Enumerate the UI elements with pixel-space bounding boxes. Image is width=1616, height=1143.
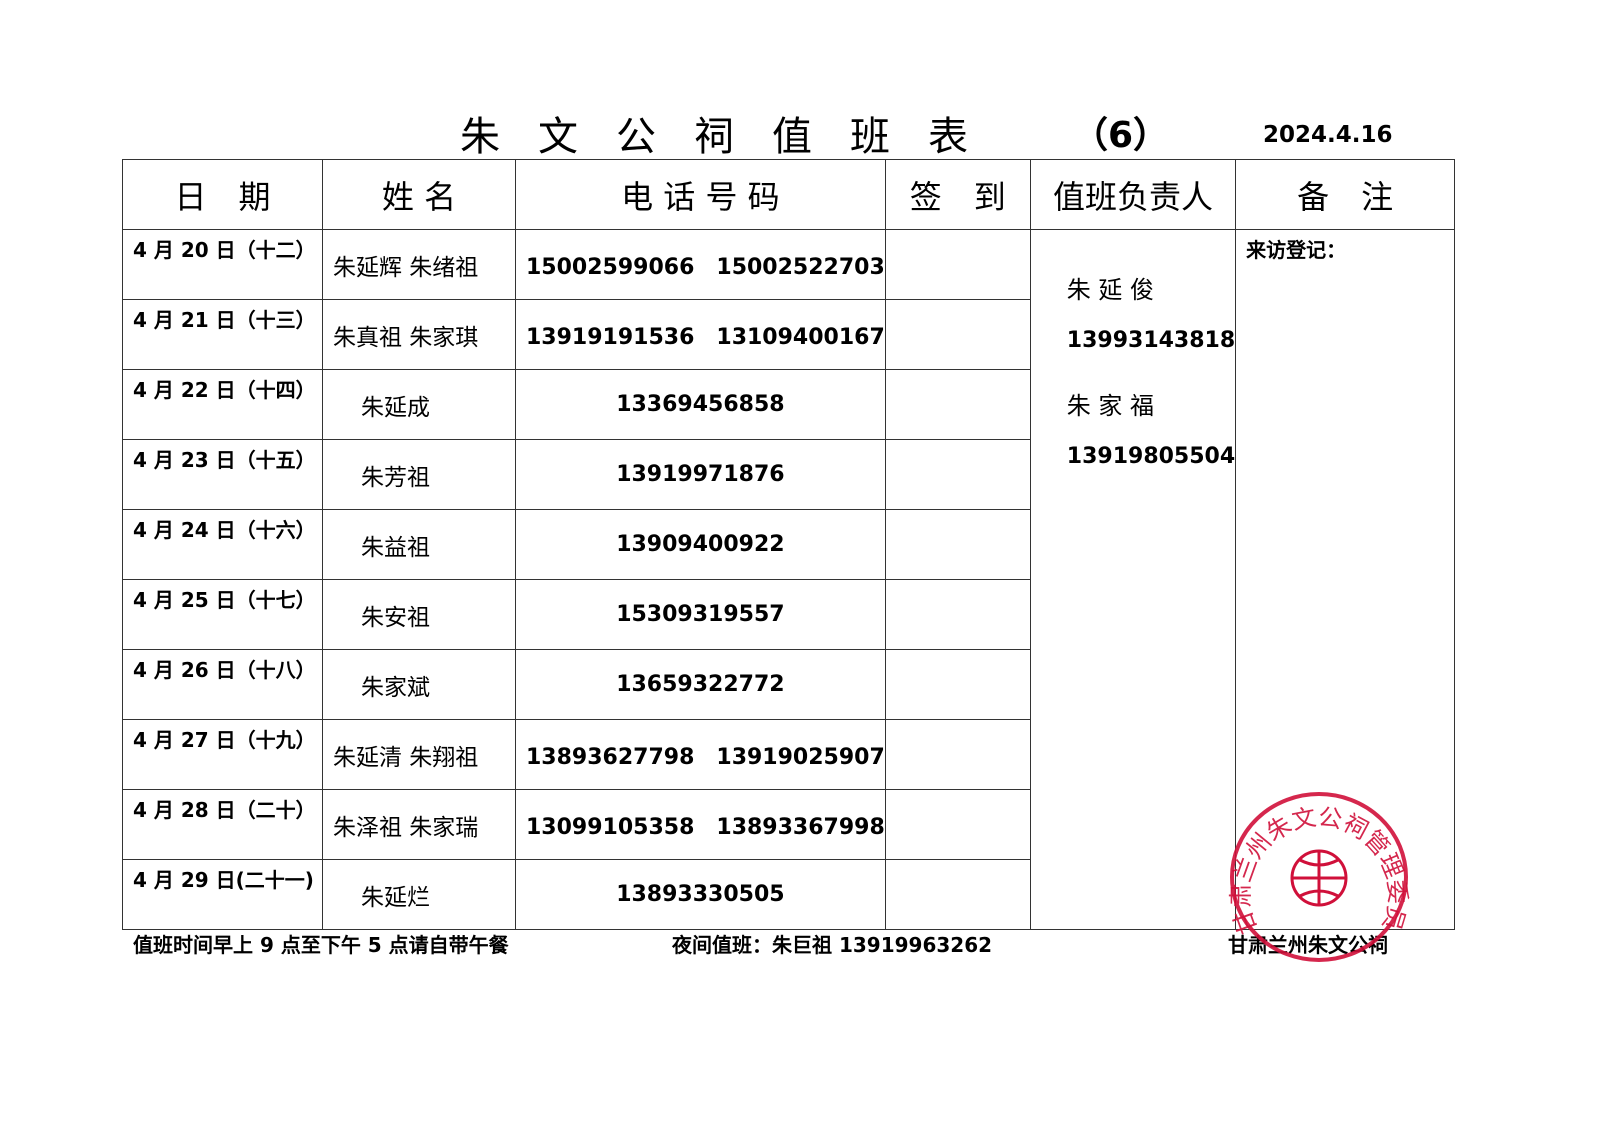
row-names: 朱泽祖 朱家瑞	[322, 789, 516, 860]
table-row: 4 月 24 日（十六） 朱益祖 13909400922	[122, 509, 1455, 580]
row-phones: 13909400922	[515, 509, 886, 580]
row-sign-cell[interactable]	[884, 719, 1031, 790]
row-phones: 13369456858	[515, 369, 886, 440]
row-date: 4 月 26 日（十八）	[122, 649, 323, 720]
notes-cell: 来访登记：	[1235, 229, 1456, 930]
header-notes: 备 注	[1235, 159, 1456, 230]
row-phones: 13919191536 13109400167	[515, 299, 886, 370]
row-date: 4 月 21 日（十三）	[122, 299, 323, 370]
row-phones: 13893330505	[515, 859, 886, 930]
table-row: 4 月 20 日（十二） 朱延辉 朱绪祖 15002599066 1500252…	[122, 229, 1456, 930]
header-phone: 电 话 号 码	[515, 159, 886, 230]
row-sign-cell[interactable]	[884, 789, 1031, 860]
seal-stamp: 甘肃兰州朱文公祠管理委员会	[1228, 790, 1410, 962]
footer-org: 甘肃兰州朱文公祠	[1228, 933, 1388, 957]
row-phones: 15309319557	[515, 579, 886, 650]
header-sign: 签 到	[884, 159, 1031, 230]
duty-lead-phone: 13919805504	[1066, 444, 1236, 469]
footer-night-duty: 夜间值班：朱巨祖 13919963262	[672, 933, 993, 957]
row-sign-cell[interactable]	[884, 229, 1031, 300]
row-names: 朱延成	[322, 369, 516, 440]
header-duty-lead: 值班负责人	[1029, 159, 1237, 230]
row-names: 朱益祖	[322, 509, 516, 580]
duty-lead-name: 朱 延 俊	[1066, 276, 1155, 304]
row-date: 4 月 29 日(二十一)	[122, 859, 323, 930]
table-row: 4 月 27 日（十九） 朱延清 朱翔祖 13893627798 1391902…	[122, 719, 1455, 790]
row-names: 朱延清 朱翔祖	[322, 719, 516, 790]
row-sign-cell[interactable]	[884, 509, 1031, 580]
row-date: 4 月 27 日（十九）	[122, 719, 323, 790]
table-row: 4 月 26 日（十八） 朱家斌 13659322772	[122, 649, 1455, 720]
row-date: 4 月 24 日（十六）	[122, 509, 323, 580]
document-date: 2024.4.16	[1263, 122, 1393, 148]
row-sign-cell[interactable]	[884, 579, 1031, 650]
header-date: 日 期	[122, 159, 323, 230]
page-title: 朱文公祠值班表	[460, 114, 1006, 160]
row-phones: 13919971876	[515, 439, 886, 510]
duty-table: 日 期 姓 名 电 话 号 码 签 到 值班负责人 备 注 4 月 20 日（十…	[122, 159, 1456, 930]
row-names: 朱芳祖	[322, 439, 516, 510]
table-row: 4 月 22 日（十四） 朱延成 13369456858	[122, 369, 1455, 440]
row-date: 4 月 28 日（二十）	[122, 789, 323, 860]
header-row: 日 期 姓 名 电 话 号 码 签 到 值班负责人 备 注	[122, 159, 1456, 230]
header-name: 姓 名	[322, 159, 516, 230]
row-names: 朱家斌	[322, 649, 516, 720]
title-number: （6）	[1072, 115, 1170, 156]
row-sign-cell[interactable]	[884, 369, 1031, 440]
duty-lead-name: 朱 家 福	[1066, 392, 1155, 420]
row-phones: 13893627798 13919025907	[515, 719, 886, 790]
row-date: 4 月 23 日（十五）	[122, 439, 323, 510]
row-sign-cell[interactable]	[884, 439, 1031, 510]
row-names: 朱真祖 朱家琪	[322, 299, 516, 370]
row-phones: 13099105358 13893367998	[515, 789, 886, 860]
table-row: 4 月 28 日（二十） 朱泽祖 朱家瑞 13099105358 1389336…	[122, 789, 1455, 860]
duty-lead-cell: 朱 延 俊 13993143818 朱 家 福 13919805504	[1029, 229, 1237, 930]
row-sign-cell[interactable]	[884, 859, 1031, 930]
row-phones: 15002599066 15002522703	[515, 229, 886, 300]
row-names: 朱延辉 朱绪祖	[322, 229, 516, 300]
row-date: 4 月 25 日（十七）	[122, 579, 323, 650]
row-phones: 13659322772	[515, 649, 886, 720]
row-sign-cell[interactable]	[884, 299, 1031, 370]
row-date: 4 月 22 日（十四）	[122, 369, 323, 440]
table-row: 4 月 29 日(二十一) 朱延烂 13893330505	[122, 859, 1455, 930]
footer-hours: 值班时间早上 9 点至下午 5 点请自带午餐	[133, 933, 509, 957]
row-date: 4 月 20 日（十二）	[122, 229, 323, 300]
table-row: 4 月 23 日（十五） 朱芳祖 13919971876	[122, 439, 1455, 510]
row-sign-cell[interactable]	[884, 649, 1031, 720]
duty-lead-phone: 13993143818	[1066, 328, 1236, 353]
table-row: 4 月 21 日（十三） 朱真祖 朱家琪 13919191536 1310940…	[122, 299, 1455, 370]
row-names: 朱延烂	[322, 859, 516, 930]
row-names: 朱安祖	[322, 579, 516, 650]
